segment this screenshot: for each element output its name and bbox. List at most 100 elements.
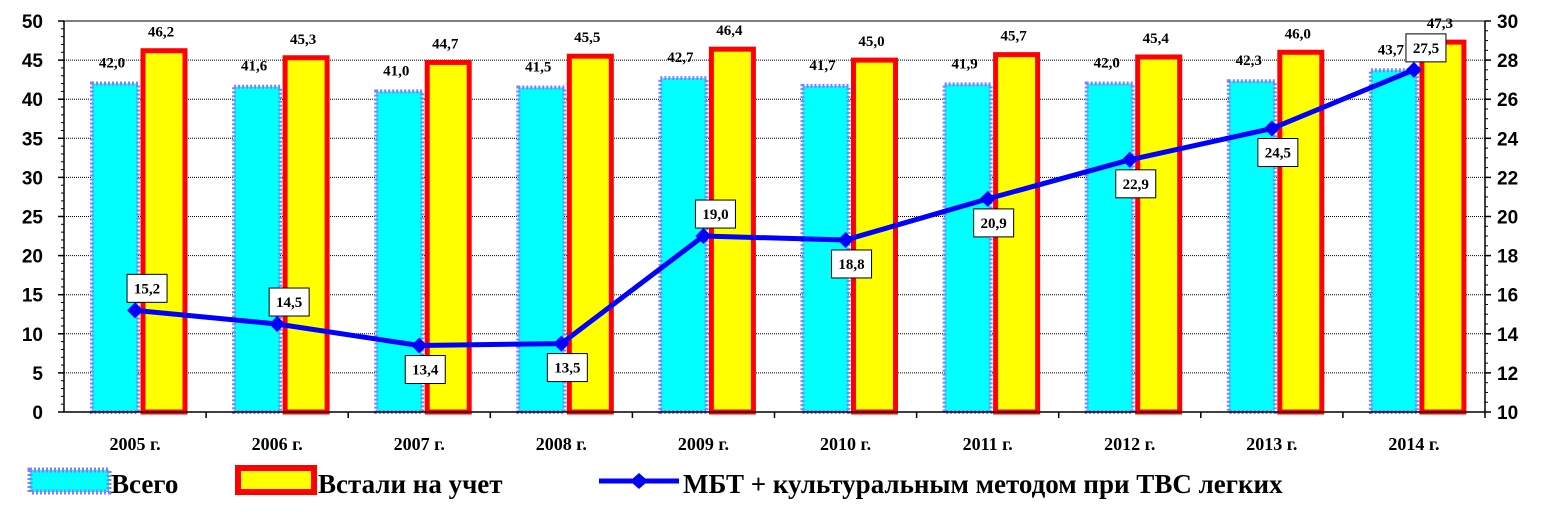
legend-swatch-registered [235,465,317,495]
line-point [1405,61,1422,78]
line-label: 19,0 [702,207,728,223]
x-tick-label: 2010 г. [820,434,871,454]
bar-total-label: 42,7 [667,50,694,66]
bar-total-label: 41,5 [525,59,551,75]
line-label-box [1257,138,1299,168]
legend-diamond-marker [630,473,648,489]
bar-registered-label: 45,5 [574,30,600,46]
bar-registered-label: 46,0 [1285,26,1311,42]
y-right-tick-label: 30 [1497,12,1518,33]
y-left-tick-label: 10 [22,325,43,346]
line-label: 24,5 [1265,146,1291,162]
line-label-box [831,249,873,279]
y-left-tick-label: 45 [22,51,44,72]
bar-registered [282,55,330,415]
y-left-tick-label: 50 [22,12,43,33]
bar-total-label: 43,7 [1378,42,1405,58]
y-right-tick-label: 24 [1497,129,1519,150]
y-left-tick-label: 35 [22,129,44,150]
line-point [979,190,996,207]
y-left-tick-label: 15 [22,286,44,307]
bar-registered [566,53,614,415]
bar-registered-label: 47,3 [1427,16,1453,32]
bar-total-label: 41,0 [383,63,409,79]
axes: 0 5 10 15 20 25 30 35 40 45 50 10 12 14 16 18 20 22 24 26 28… [22,12,1519,454]
line-label: 13,4 [412,363,439,379]
line-label: 13,5 [554,361,580,377]
line-point [411,337,428,354]
line-point [269,316,286,333]
y-right-tick-label: 16 [1497,286,1518,307]
line-point [553,335,570,352]
bar-total [90,81,140,414]
x-tick-label: 2014 г. [1388,434,1439,454]
bar-registered-label: 45,7 [1000,29,1027,45]
y-right-tick-label: 28 [1497,51,1518,72]
bar-registered-label: 45,3 [290,32,316,48]
bar-registered-label: 44,7 [432,36,459,52]
x-tick-label: 2005 г. [109,434,160,454]
bar-registered [1419,39,1467,415]
y-right-tick-label: 22 [1497,168,1518,189]
line-series [127,61,1422,354]
bar-total-label: 42,3 [1236,53,1262,69]
x-tick-label: 2007 г. [394,434,445,454]
legend-label-mbt: МБТ + культуральным методом при ТВС легк… [683,469,1283,499]
line-point [695,228,712,245]
bar-registered-label: 46,2 [148,25,174,41]
line-label: 14,5 [276,295,302,311]
line-point [127,302,144,319]
line-label: 27,5 [1413,41,1439,57]
x-tick-label: 2008 г. [536,434,587,454]
bar-total [800,83,851,414]
y-left-tick-label: 30 [22,168,43,189]
x-tick-label: 2011 г. [963,434,1013,454]
bar-registered-label: 45,4 [1143,31,1170,47]
line-label-box [404,355,446,385]
bar-total [658,76,709,414]
line-label-box [1405,33,1447,63]
bar-total [232,84,283,415]
legend-swatch-total [27,467,112,495]
bar-total-label: 41,7 [809,58,836,74]
legend: Всего Встали на учет МБТ + культуральным… [27,465,1283,499]
y-right-tick-label: 12 [1497,364,1518,385]
y-left-tick-label: 20 [22,247,43,268]
line-point [1121,151,1138,168]
bar-registered [140,48,188,415]
legend-label-total: Всего [111,469,178,499]
x-tick-label: 2009 г. [678,434,729,454]
line-label-box [1115,169,1157,199]
y-right-tick-label: 26 [1497,90,1518,111]
bar-registered [1135,54,1183,415]
bar-registered [708,46,756,415]
bar-registered-label: 45,0 [858,34,884,50]
y-left-tick-label: 25 [22,208,44,229]
bar-registered [1277,49,1325,415]
bar-total [942,82,993,414]
bars [90,39,1467,415]
legend-label-registered: Встали на учет [318,469,503,499]
bar-registered-label: 46,4 [716,23,743,39]
x-tick-label: 2006 г. [252,434,303,454]
line-label-box [694,199,736,229]
x-tick-label: 2013 г. [1246,434,1297,454]
y-right-tick-label: 14 [1497,325,1519,346]
y-left-tick-label: 0 [32,403,43,424]
y-left-tick-label: 5 [32,364,43,385]
bar-total-label: 42,0 [1094,56,1120,72]
x-tick-label: 2012 г. [1104,434,1155,454]
line-label: 18,8 [838,257,864,273]
line-label-box [126,273,168,303]
line-label-box [973,208,1015,238]
bar-total-label: 41,6 [241,59,268,75]
bar-total-label: 42,0 [99,56,125,72]
line-label-box [546,353,588,383]
y-left-tick-label: 40 [22,90,43,111]
line-label: 20,9 [981,216,1007,232]
line-label: 15,2 [134,281,160,297]
line-point [837,231,854,248]
y-right-tick-label: 10 [1497,403,1518,424]
line-point [1263,120,1280,137]
